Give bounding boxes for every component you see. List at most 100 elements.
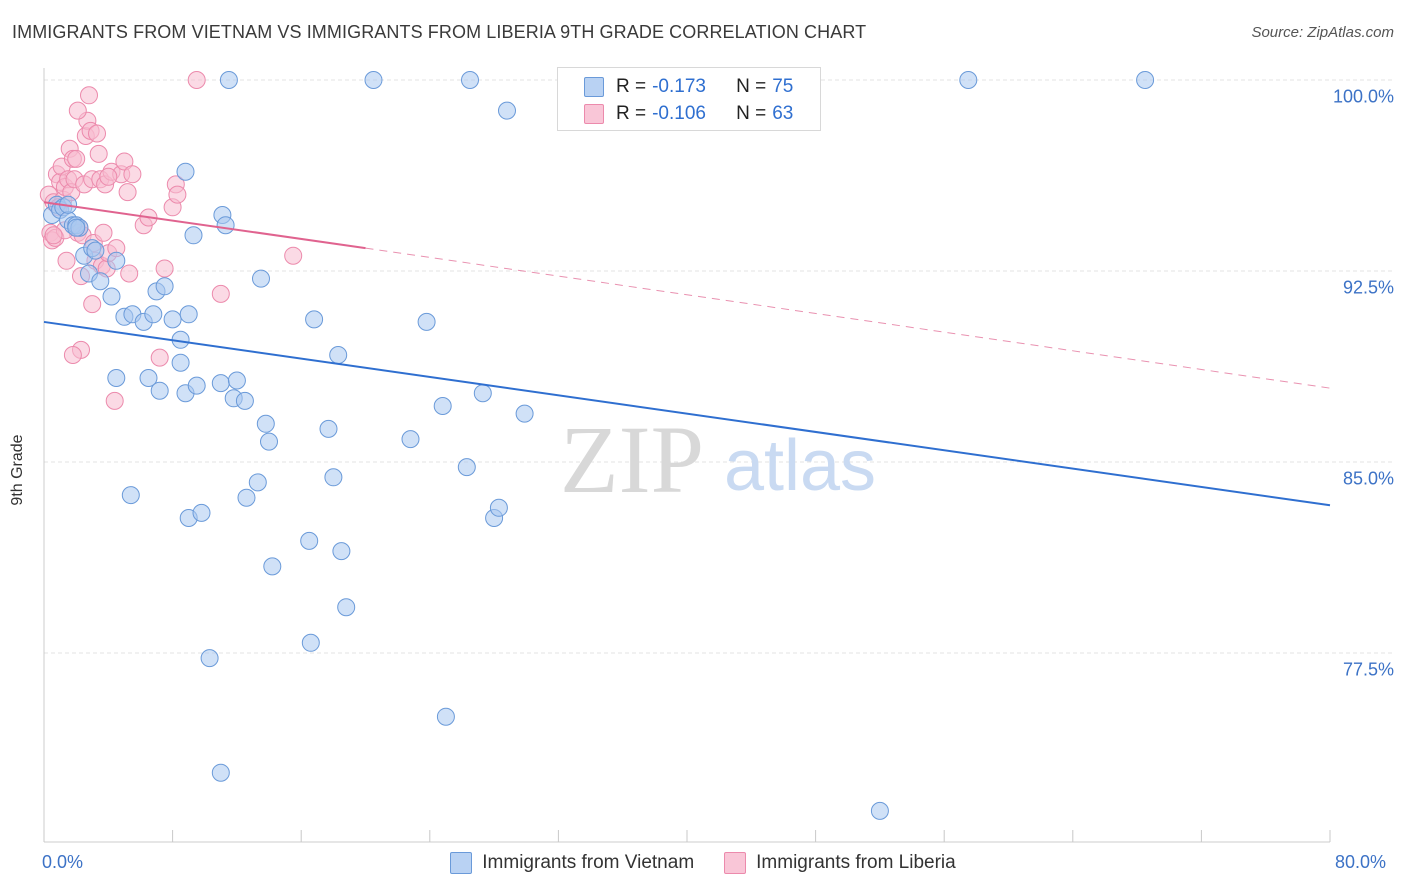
data-point <box>115 152 134 171</box>
trend-line <box>43 201 366 250</box>
data-point <box>319 419 338 438</box>
watermark: ZIP atlas <box>560 406 876 513</box>
data-point <box>86 241 105 260</box>
legend-swatch-liberia <box>584 104 604 124</box>
data-point <box>88 124 106 143</box>
data-point <box>57 251 76 270</box>
data-point <box>80 86 98 105</box>
data-point <box>83 295 102 314</box>
data-point <box>305 310 324 329</box>
series-legend: Immigrants from Vietnam Immigrants from … <box>0 852 1406 874</box>
watermark-atlas: atlas <box>724 426 876 506</box>
data-point <box>94 223 113 242</box>
data-point <box>89 144 108 163</box>
data-point <box>105 391 124 410</box>
data-point <box>235 391 254 410</box>
data-point <box>44 226 63 245</box>
watermark-zip: ZIP <box>560 406 704 513</box>
data-point <box>155 277 174 296</box>
data-point <box>401 430 420 449</box>
data-point <box>176 162 195 181</box>
data-point <box>1136 71 1155 89</box>
data-point <box>364 71 383 89</box>
legend-r-value: -0.173 <box>652 76 706 97</box>
data-point <box>187 376 206 395</box>
data-point <box>227 371 246 390</box>
data-point <box>211 284 230 303</box>
data-point <box>67 218 86 237</box>
data-point <box>139 369 158 387</box>
data-point <box>67 149 86 168</box>
x-tick-max: 80.0% <box>1335 852 1387 872</box>
data-point <box>248 473 267 492</box>
data-point <box>256 414 275 433</box>
data-point <box>959 71 978 89</box>
data-point <box>192 503 211 522</box>
data-point <box>237 488 256 507</box>
gridlines <box>44 79 1392 654</box>
data-point <box>150 348 169 367</box>
legend-r-label: R = <box>616 76 647 97</box>
chart-source: Source: ZipAtlas.com <box>1251 24 1394 41</box>
data-point <box>121 486 140 505</box>
data-point <box>63 346 82 364</box>
data-point <box>263 557 282 576</box>
data-point <box>91 272 110 291</box>
data-point <box>99 167 118 186</box>
series-vietnam-points <box>43 71 1155 820</box>
series-liberia-points <box>39 71 303 410</box>
legend-label-vietnam: Immigrants from Vietnam <box>482 852 695 873</box>
data-point <box>120 264 139 283</box>
data-point <box>184 226 203 245</box>
data-point <box>168 185 187 204</box>
data-point <box>144 305 163 324</box>
legend-row-vietnam: R = -0.173 N = 75 <box>584 73 793 101</box>
data-point <box>515 404 534 423</box>
data-point <box>332 542 351 561</box>
data-point <box>68 101 87 120</box>
data-point <box>329 346 348 364</box>
data-point <box>498 101 516 120</box>
data-point <box>102 287 121 306</box>
data-point <box>171 353 190 372</box>
data-point <box>300 531 319 550</box>
trend-line-extension <box>365 247 1331 389</box>
y-tick-label: 77.5% <box>1342 659 1394 680</box>
data-point <box>163 310 182 329</box>
y-tick-label: 100.0% <box>1332 86 1394 107</box>
data-point <box>473 384 492 403</box>
data-point <box>284 246 303 265</box>
legend-item-liberia: Immigrants from Liberia <box>724 852 956 874</box>
data-point <box>118 183 137 202</box>
data-point <box>150 381 169 400</box>
data-point <box>187 71 206 89</box>
data-point <box>155 259 174 278</box>
trend-lines <box>43 201 1331 507</box>
legend-n-value: 63 <box>772 103 794 124</box>
legend-r-label: R = <box>616 103 647 124</box>
trend-line <box>43 320 1331 507</box>
data-point <box>870 801 889 820</box>
stats-legend: R = -0.173 N = 75 R = -0.106 N = 63 <box>557 67 821 131</box>
data-point <box>433 397 452 415</box>
data-point <box>252 269 270 288</box>
data-point <box>200 649 219 668</box>
legend-r-value: -0.106 <box>652 103 706 124</box>
data-point <box>107 251 126 270</box>
x-tick-min: 0.0% <box>42 852 84 872</box>
data-point <box>301 633 320 652</box>
legend-n-label: N = <box>736 103 767 124</box>
y-tick-label: 92.5% <box>1342 277 1394 298</box>
data-point <box>436 707 455 726</box>
data-point <box>211 374 230 393</box>
data-point <box>211 763 230 782</box>
legend-swatch-vietnam <box>450 852 473 874</box>
y-tick-label: 85.0% <box>1342 468 1394 489</box>
data-point <box>123 165 142 184</box>
data-point <box>107 369 126 387</box>
legend-row-liberia: R = -0.106 N = 63 <box>584 100 793 128</box>
legend-label-liberia: Immigrants from Liberia <box>756 852 956 873</box>
legend-n-value: 75 <box>772 76 794 97</box>
legend-swatch-vietnam <box>584 77 604 97</box>
